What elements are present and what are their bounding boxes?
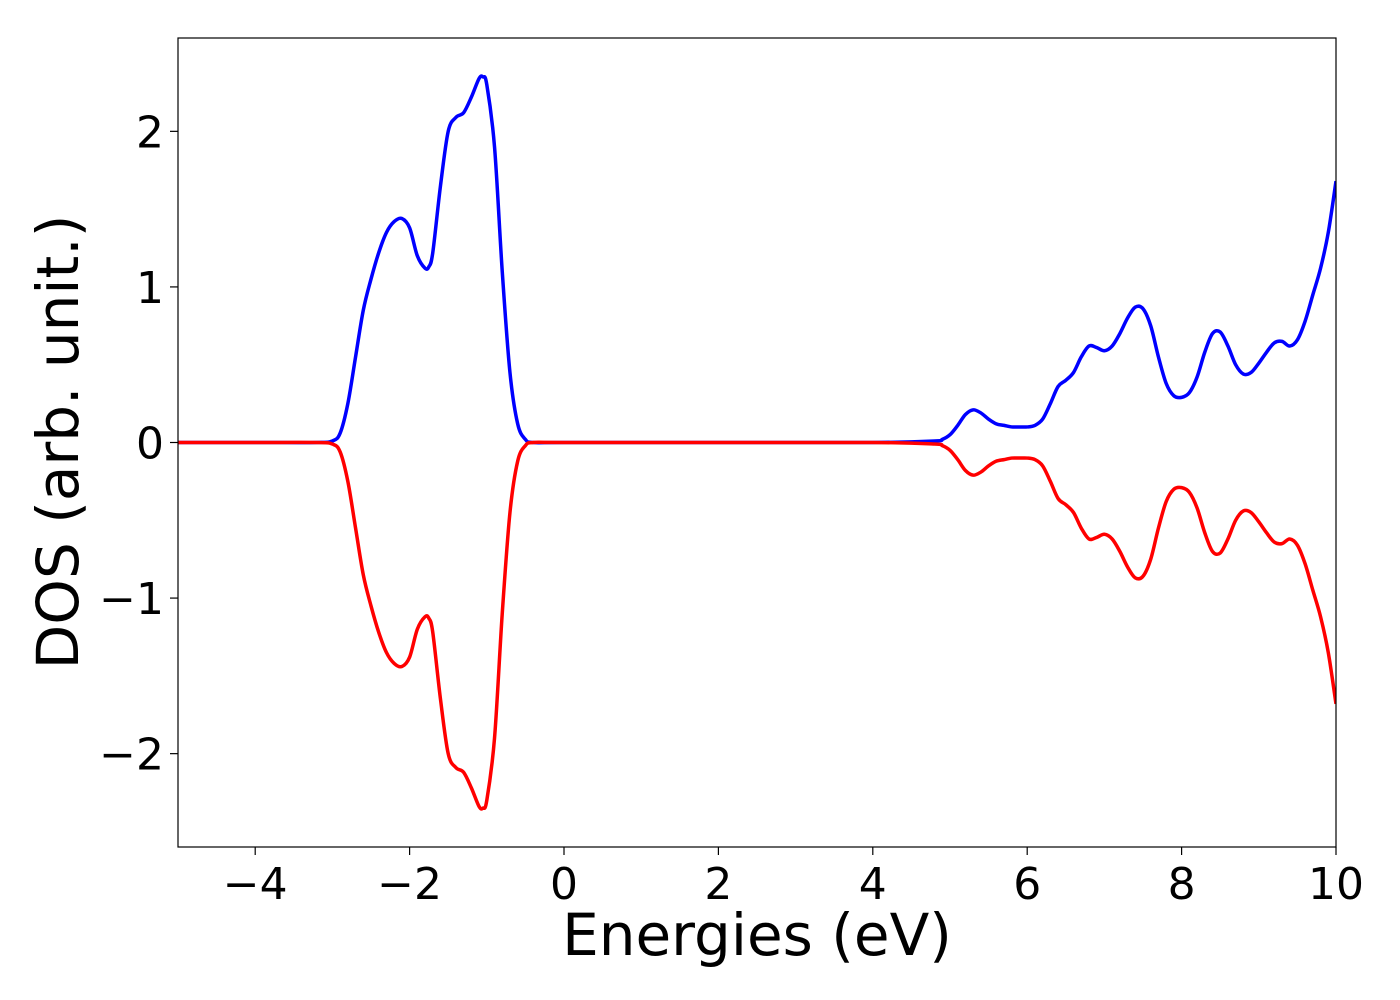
x-tick-label: −4 <box>223 859 288 910</box>
y-tick-label: 0 <box>136 419 164 470</box>
y-axis-ticks: −2 −1 0 1 2 <box>99 107 178 781</box>
x-tick-label: −2 <box>377 859 442 910</box>
x-tick-label: 0 <box>550 859 578 910</box>
x-tick-label: 8 <box>1168 859 1196 910</box>
x-tick-label: 6 <box>1013 859 1041 910</box>
x-tick-label: 10 <box>1308 859 1364 910</box>
y-tick-label: 2 <box>136 107 164 158</box>
x-axis-ticks: −4 −2 0 2 4 6 8 10 <box>223 847 1364 910</box>
series-layer <box>178 74 1336 811</box>
y-tick-label: −2 <box>99 730 164 781</box>
y-tick-label: −1 <box>99 574 164 625</box>
dos-line-positive <box>178 74 1336 445</box>
x-tick-label: 2 <box>704 859 732 910</box>
y-tick-label: 1 <box>136 263 164 314</box>
x-axis-title: Energies (eV) <box>562 901 952 969</box>
x-tick-label: 4 <box>859 859 887 910</box>
dos-line-negative <box>178 440 1336 811</box>
y-axis-title: DOS (arb. unit.) <box>24 215 92 670</box>
